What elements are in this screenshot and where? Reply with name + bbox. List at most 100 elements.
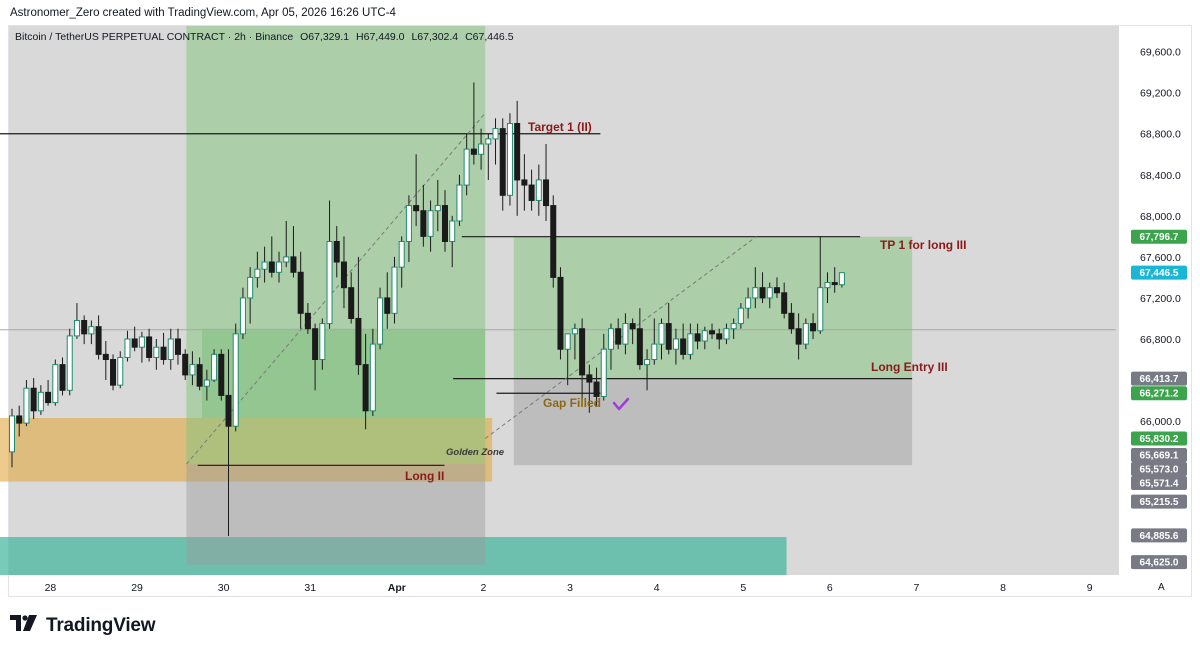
stop-zone-long2 [186, 464, 486, 565]
candle-down [615, 328, 622, 345]
candle-up [737, 307, 744, 325]
candle-up [117, 356, 124, 386]
annotations-layer: Target 1 (II) TP 1 for long III Long Ent… [405, 120, 966, 483]
candle-down [268, 261, 275, 273]
candle-down [297, 271, 304, 314]
time-tick-label: 29 [131, 582, 143, 594]
price-label-badge [1131, 494, 1187, 509]
candle-up [672, 338, 679, 350]
symbol-open: O67,329.1 [300, 31, 350, 43]
candle-up [492, 128, 499, 140]
candle-up [88, 326, 95, 335]
candle-down [514, 122, 521, 181]
candle-up [701, 330, 708, 342]
candle-up [723, 328, 730, 340]
candle-down [225, 394, 232, 427]
checkmark-icon [612, 397, 630, 411]
price-tick-label: 67,200.0 [1140, 293, 1181, 305]
price-tick-label: 66,000.0 [1140, 416, 1181, 428]
price-label-text: 67,446.5 [1140, 268, 1179, 279]
candle-down [420, 210, 427, 237]
candle-up [463, 148, 470, 186]
time-tick-label: 4 [654, 582, 660, 594]
time-tick-label: 31 [304, 582, 316, 594]
price-label-badge [1131, 555, 1187, 570]
candle-up [377, 297, 384, 345]
candle-down [131, 338, 138, 348]
candle-up [211, 353, 218, 381]
time-tick-label: 6 [827, 582, 833, 594]
candle-down [709, 330, 716, 335]
candle-up [506, 122, 513, 196]
candle-up [456, 184, 463, 222]
axis-corner-label[interactable]: A [1158, 582, 1165, 593]
candle-up [203, 379, 210, 387]
time-tick-label: 28 [45, 582, 57, 594]
time-tick-label: 3 [567, 582, 573, 594]
candle-down [95, 326, 102, 355]
green-zone-inner [202, 328, 486, 418]
stop-zone-long3 [513, 378, 913, 466]
candle-up [564, 333, 571, 350]
candle-down [16, 415, 23, 424]
candle-down [218, 353, 225, 396]
symbol-high: H67,449.0 [356, 31, 405, 43]
candle-down [362, 364, 369, 412]
price-label-text: 67,796.7 [1140, 232, 1179, 243]
candle-up [138, 336, 145, 348]
price-label-badge [1131, 229, 1187, 244]
candle-up [124, 338, 131, 358]
candle-down [442, 205, 448, 242]
candle-down [30, 387, 37, 412]
candle-down [102, 353, 109, 361]
candle-down [788, 312, 795, 330]
price-label-text: 65,830.2 [1140, 434, 1179, 445]
candle-up [817, 287, 824, 332]
symbol-low: L67,302.4 [411, 31, 459, 43]
candle-up [687, 333, 694, 355]
price-tick-label: 68,000.0 [1140, 211, 1181, 223]
candle-up [478, 143, 485, 155]
candle-up [427, 210, 434, 237]
candle-down [196, 364, 203, 387]
candle-up [535, 179, 542, 201]
price-tick-label: 68,400.0 [1140, 170, 1181, 182]
candle-down [290, 256, 297, 273]
time-tick-label: 7 [914, 582, 920, 594]
teal-zone [0, 537, 787, 575]
tradingview-logo[interactable]: TradingView [10, 614, 156, 637]
candle-down [45, 391, 52, 404]
price-label-text: 64,625.0 [1140, 558, 1179, 569]
candle-down [413, 205, 420, 212]
candle-down [81, 320, 88, 335]
candle-up [247, 276, 254, 299]
price-label-text: 65,669.1 [1140, 451, 1179, 462]
long2-label: Long II [405, 469, 444, 483]
tradingview-wordmark: TradingView [46, 614, 156, 636]
candle-up [398, 240, 405, 268]
candle-up [571, 328, 578, 335]
candle-down [593, 381, 600, 397]
candle-up [283, 256, 290, 263]
candle-up [66, 335, 73, 391]
candle-up [167, 338, 174, 361]
candle-up [607, 328, 614, 350]
candle-up [23, 387, 30, 424]
candle-down [384, 297, 391, 314]
candle-down [499, 128, 506, 196]
candle-up [52, 364, 59, 404]
candle-up [369, 343, 376, 412]
candle-down [716, 333, 723, 340]
time-tick-label: 8 [1000, 582, 1006, 594]
price-label-text: 65,571.4 [1140, 479, 1179, 490]
candle-down [304, 312, 311, 330]
target-zone-long3 [513, 236, 913, 379]
price-label-text: 66,271.2 [1140, 389, 1179, 400]
candle-up [189, 364, 196, 376]
candle-up [254, 268, 261, 278]
candle-down [333, 240, 340, 263]
candle-down [521, 179, 528, 186]
candle-down [160, 346, 167, 361]
candle-up [153, 346, 160, 358]
